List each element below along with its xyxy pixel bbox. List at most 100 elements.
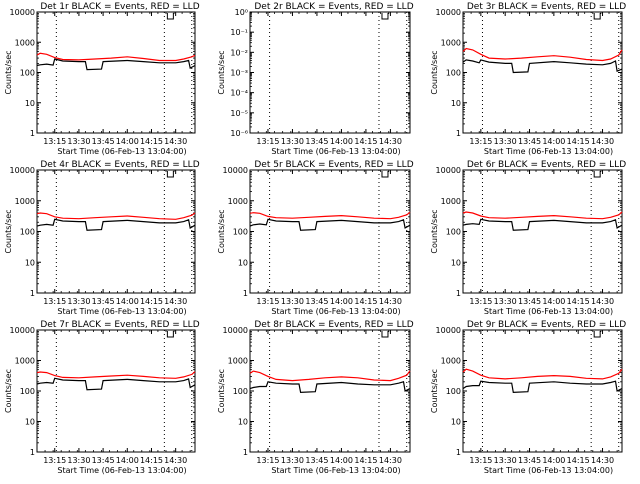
y-tick-label: 100 <box>233 387 248 396</box>
x-axis-label: Start Time (06-Feb-13 13:04:00) <box>271 147 400 156</box>
chart-title: Det 2r BLACK = Events, RED = LLD <box>254 2 413 12</box>
detector-panel: Det 3r BLACK = Events, RED = LLD 1 10 100 10… <box>430 2 626 156</box>
x-tick-label: 13:15 <box>469 297 492 306</box>
x-tick-label: 13:15 <box>256 137 279 146</box>
interval-bracket <box>166 331 174 338</box>
y-tick-label: 1 <box>456 129 461 138</box>
lld-series-line <box>36 212 196 220</box>
x-tick-label: 14:00 <box>116 456 139 465</box>
events-series-line <box>462 380 623 394</box>
x-axis-label: Start Time (06-Feb-13 13:04:00) <box>484 466 613 475</box>
x-tick-label: 13:45 <box>305 456 328 465</box>
detector-panel: Det 4r BLACK = Events, RED = LLD 1 10 100 10… <box>4 160 200 316</box>
y-tick-label: 1 <box>30 448 35 457</box>
y-tick-label: 1000 <box>441 38 461 47</box>
x-tick-label: 14:00 <box>330 456 353 465</box>
lld-series-line <box>249 370 411 382</box>
x-tick-label: 14:15 <box>140 456 163 465</box>
events-series-line <box>462 59 623 74</box>
interval-bracket <box>593 331 601 338</box>
chart-title: Det 3r BLACK = Events, RED = LLD <box>467 2 626 12</box>
y-tick-label: 10⁻¹ <box>230 28 248 37</box>
x-tick-label: 14:30 <box>379 137 402 146</box>
x-axis-label: Start Time (06-Feb-13 13:04:00) <box>484 307 613 316</box>
y-tick-label: 100 <box>20 69 35 78</box>
x-tick-label: 14:15 <box>140 297 163 306</box>
x-tick-label: 14:15 <box>567 137 590 146</box>
events-series-line <box>462 218 623 231</box>
y-tick-label: 1 <box>456 448 461 457</box>
events-series-line <box>249 381 411 394</box>
y-tick-label: 1000 <box>441 197 461 206</box>
events-series-line <box>249 218 411 231</box>
plot-frame <box>36 169 196 294</box>
y-tick-label: 10 <box>238 418 248 427</box>
plot-frame <box>36 11 196 134</box>
detector-panel: Det 9r BLACK = Events, RED = LLD 1 10 100 10… <box>430 320 626 475</box>
x-tick-label: 14:30 <box>591 137 614 146</box>
y-tick-label: 100 <box>446 387 461 396</box>
y-tick-label: 10⁻³ <box>230 69 248 78</box>
y-tick-label: 10000 <box>223 166 248 175</box>
x-axis-label: Start Time (06-Feb-13 13:04:00) <box>57 147 186 156</box>
y-tick-label: 10000 <box>10 326 35 335</box>
x-tick-label: 14:30 <box>379 456 402 465</box>
interval-bracket <box>593 171 601 178</box>
y-tick-label: 10⁻⁴ <box>230 89 248 98</box>
y-axis-label: Counts/sec <box>217 50 226 94</box>
interval-bracket <box>166 13 174 20</box>
events-series-line <box>36 377 196 391</box>
x-tick-label: 13:15 <box>256 456 279 465</box>
x-tick-label: 13:45 <box>92 456 115 465</box>
x-tick-label: 13:30 <box>494 297 517 306</box>
x-tick-label: 14:00 <box>330 137 353 146</box>
x-tick-label: 14:30 <box>591 297 614 306</box>
lld-series-line <box>249 211 411 220</box>
y-tick-label: 100 <box>446 228 461 237</box>
x-tick-label: 13:15 <box>43 297 66 306</box>
y-tick-label: 10000 <box>223 326 248 335</box>
lld-series-line <box>462 368 623 380</box>
x-tick-label: 13:30 <box>494 137 517 146</box>
lld-series-line <box>462 47 623 62</box>
detector-panel: Det 8r BLACK = Events, RED = LLD 1 10 100 10… <box>217 320 414 475</box>
y-axis-label: Counts/sec <box>430 369 439 413</box>
y-tick-label: 1000 <box>228 357 248 366</box>
x-tick-label: 13:30 <box>494 456 517 465</box>
plot-frame <box>462 329 623 453</box>
y-tick-label: 10 <box>451 418 461 427</box>
chart-title: Det 6r BLACK = Events, RED = LLD <box>467 160 626 170</box>
x-tick-label: 14:30 <box>591 456 614 465</box>
y-tick-label: 1 <box>30 289 35 298</box>
y-tick-label: 1000 <box>15 197 35 206</box>
x-axis-label: Start Time (06-Feb-13 13:04:00) <box>271 466 400 475</box>
x-tick-label: 13:15 <box>43 456 66 465</box>
x-tick-label: 13:30 <box>67 137 90 146</box>
detector-panel: Det 6r BLACK = Events, RED = LLD 1 10 100 10… <box>430 160 626 316</box>
interval-bracket <box>381 171 389 178</box>
y-tick-label: 10⁻⁵ <box>230 109 248 118</box>
x-tick-label: 13:45 <box>518 456 541 465</box>
y-tick-label: 1 <box>243 289 248 298</box>
x-tick-label: 13:30 <box>281 456 304 465</box>
plot-frame <box>462 169 623 294</box>
y-tick-label: 1 <box>243 448 248 457</box>
chart-title: Det 7r BLACK = Events, RED = LLD <box>40 320 199 330</box>
x-tick-label: 14:00 <box>116 137 139 146</box>
y-tick-label: 10 <box>451 258 461 267</box>
interval-bracket <box>381 331 389 338</box>
x-tick-label: 13:45 <box>518 297 541 306</box>
y-tick-label: 10000 <box>436 8 461 17</box>
x-axis-label: Start Time (06-Feb-13 13:04:00) <box>57 466 186 475</box>
x-tick-label: 14:30 <box>164 137 187 146</box>
x-tick-label: 13:45 <box>305 137 328 146</box>
y-axis-label: Counts/sec <box>217 369 226 413</box>
x-tick-label: 14:15 <box>354 137 377 146</box>
interval-bracket <box>166 171 174 178</box>
y-tick-label: 10 <box>25 418 35 427</box>
y-axis-label: Counts/sec <box>217 209 226 253</box>
y-tick-label: 10 <box>25 99 35 108</box>
events-series-line <box>36 58 196 71</box>
x-axis-label: Start Time (06-Feb-13 13:04:00) <box>57 307 186 316</box>
x-tick-label: 13:45 <box>92 297 115 306</box>
